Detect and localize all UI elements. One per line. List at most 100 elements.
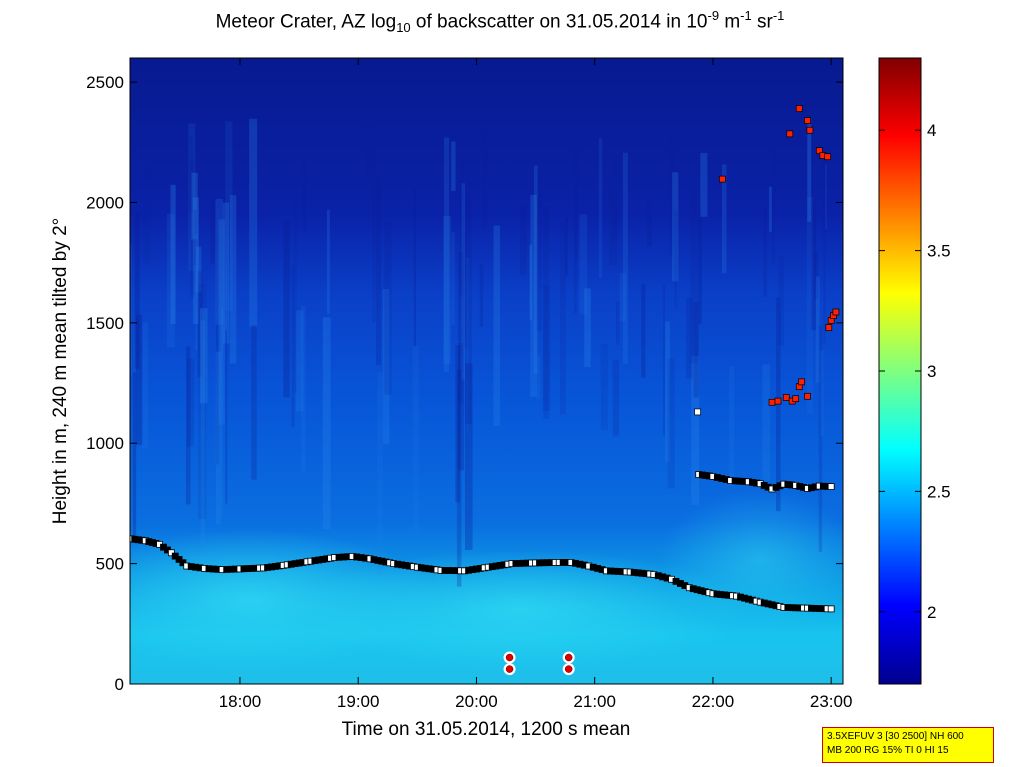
infobox-line2: MB 200 RG 15% TI 0 HI 15 bbox=[827, 745, 949, 756]
heatmap-streak bbox=[584, 288, 591, 368]
heatmap-streak bbox=[465, 363, 473, 550]
heatmap-streak bbox=[186, 358, 195, 447]
heatmap-streak bbox=[559, 222, 566, 415]
colorbar-tick-label: 3 bbox=[927, 362, 936, 381]
heatmap-streak bbox=[806, 196, 813, 414]
colorbar bbox=[878, 57, 922, 685]
heatmap-streak bbox=[216, 233, 220, 465]
surface-marker bbox=[505, 665, 514, 673]
heatmap-streak bbox=[443, 216, 451, 365]
heatmap-streak bbox=[188, 123, 196, 271]
heatmap-streaks bbox=[130, 118, 827, 587]
cloud-point bbox=[792, 395, 800, 403]
heatmap-streak bbox=[600, 344, 608, 431]
chart-title: Meteor Crater, AZ log10 of backscatter o… bbox=[215, 8, 785, 36]
heatmap-streak bbox=[612, 161, 618, 242]
colorbar-tick-label: 3.5 bbox=[927, 242, 951, 261]
heatmap-streak bbox=[215, 351, 221, 525]
heatmap-streak bbox=[722, 164, 727, 274]
heatmap-streak bbox=[662, 284, 665, 436]
x-tick-label: 19:00 bbox=[337, 692, 380, 711]
heatmap-streak bbox=[814, 251, 819, 299]
x-tick-label: 22:00 bbox=[692, 692, 735, 711]
heatmap-streak bbox=[222, 202, 230, 344]
cloud-point bbox=[804, 117, 811, 124]
heatmap-streak bbox=[818, 325, 823, 552]
surface-marker bbox=[564, 653, 573, 662]
heatmap-streak bbox=[533, 165, 538, 374]
heatmap-streak bbox=[251, 325, 257, 480]
heatmap-streak bbox=[166, 213, 175, 348]
heatmap-streak bbox=[220, 307, 223, 518]
heatmap-streak bbox=[365, 125, 373, 178]
heatmap-streak bbox=[230, 195, 237, 364]
cloud-point bbox=[804, 392, 811, 400]
heatmap-streak bbox=[669, 135, 674, 255]
cloud-point bbox=[774, 397, 782, 405]
y-tick-label: 500 bbox=[96, 555, 124, 574]
cloud-point bbox=[824, 153, 831, 161]
cloud-point bbox=[795, 105, 803, 112]
layer-point bbox=[827, 605, 835, 613]
y-axis: 0 500 1000 1500 2000 2500 bbox=[86, 73, 843, 694]
heatmap-streak bbox=[811, 202, 816, 331]
heatmap-streak bbox=[823, 139, 826, 345]
heatmap-streak bbox=[763, 207, 767, 298]
heatmap-streak bbox=[451, 141, 456, 191]
heatmap-streak bbox=[412, 345, 419, 531]
heatmap-streak bbox=[143, 165, 151, 265]
heatmap-streak bbox=[132, 372, 137, 537]
x-tick-label: 23:00 bbox=[810, 692, 853, 711]
heatmap-streak bbox=[455, 344, 461, 503]
y-tick-label: 0 bbox=[115, 675, 124, 694]
heatmap-streak bbox=[192, 197, 199, 324]
heatmap-streak bbox=[291, 265, 295, 428]
y-axis-label: Height in m, 240 m mean tilted by 2° bbox=[50, 218, 71, 524]
heatmap-streak bbox=[294, 195, 297, 394]
cloud-point bbox=[825, 324, 833, 332]
heatmap-streak bbox=[815, 276, 820, 384]
heatmap-streak bbox=[302, 161, 306, 231]
y-tick-label: 1000 bbox=[86, 434, 124, 453]
heatmap-streak bbox=[622, 152, 628, 364]
heatmap-streak bbox=[377, 372, 383, 575]
heatmap-streak bbox=[225, 121, 233, 311]
heatmap-streak bbox=[458, 343, 464, 405]
heatmap-streak bbox=[574, 140, 578, 262]
cloud-point bbox=[719, 175, 726, 183]
heatmap-streak bbox=[674, 209, 678, 308]
isolated-point bbox=[694, 408, 701, 416]
x-axis-label: Time on 31.05.2014, 1200 s mean bbox=[342, 719, 631, 740]
heatmap-streak bbox=[579, 214, 588, 315]
heatmap-streak bbox=[196, 246, 202, 293]
plot-frame bbox=[129, 57, 844, 685]
y-tick-label: 2000 bbox=[86, 193, 124, 212]
heatmap-streak bbox=[700, 152, 708, 217]
settings-infobox: 3.5XEFUV 3 [30 2500] NH 600 MB 200 RG 15… bbox=[822, 727, 994, 763]
heatmap-streak bbox=[493, 225, 501, 426]
colorbar-axis: 2 2.5 3 3.5 4 bbox=[879, 121, 951, 622]
heatmap-streak bbox=[530, 194, 537, 397]
heatmap-glow bbox=[290, 550, 750, 670]
heatmap-streak bbox=[612, 359, 620, 437]
heatmap-streak bbox=[215, 198, 223, 325]
heatmap-streak bbox=[466, 257, 469, 433]
heatmap-streak bbox=[198, 283, 207, 519]
heatmap-streak bbox=[667, 358, 675, 489]
y-tick-label: 2500 bbox=[86, 73, 124, 92]
heatmap-streak bbox=[820, 350, 824, 437]
heatmap-streak bbox=[296, 310, 304, 412]
heatmap-streak bbox=[413, 188, 416, 347]
heatmap-streak bbox=[322, 317, 331, 529]
heatmap-streak bbox=[479, 263, 484, 327]
heatmap-streak bbox=[459, 158, 464, 296]
heatmap-streak bbox=[225, 330, 228, 505]
heatmap-streak bbox=[372, 145, 376, 323]
colorbar-tick-label: 2 bbox=[927, 603, 936, 622]
heatmap-streak bbox=[686, 298, 693, 379]
heatmap-streak bbox=[529, 244, 532, 320]
cloud-point bbox=[768, 398, 776, 406]
heatmap-streak bbox=[693, 302, 699, 398]
x-tick-label: 18:00 bbox=[219, 692, 262, 711]
